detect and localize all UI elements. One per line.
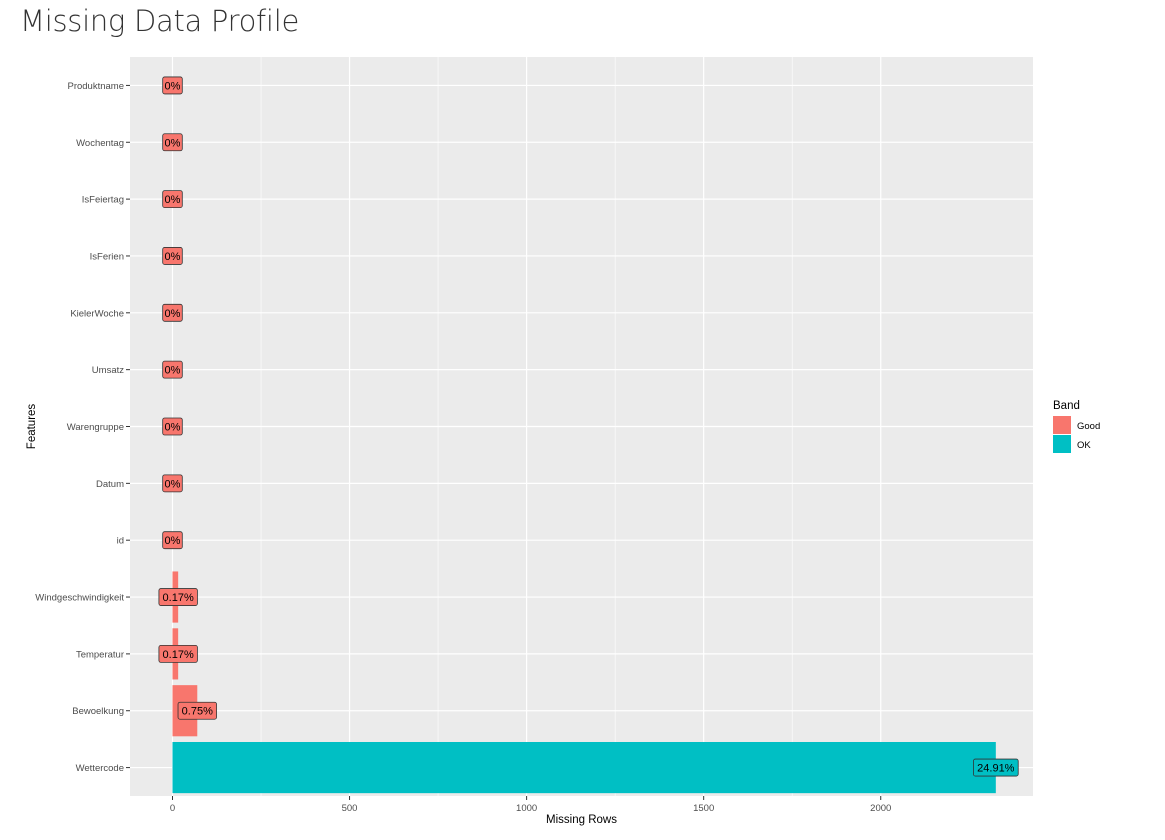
y-tick-label: Windgeschwindigkeit [35, 593, 124, 604]
y-axis-ticks: Produktname Wochentag IsFeiertag IsFerien Ki… [35, 81, 130, 774]
y-tick-label: Bewoelkung [72, 706, 124, 717]
y-tick-label: IsFeiertag [82, 195, 124, 206]
data-label-text: 24.91% [977, 763, 1015, 775]
y-tick-label: Produktname [67, 81, 124, 92]
data-label: 0% [162, 360, 183, 379]
legend-item: OK [1053, 435, 1091, 453]
y-tick-label: IsFerien [90, 251, 124, 262]
data-label-text: 0.17% [163, 649, 194, 661]
data-label-box [162, 360, 183, 379]
data-label-text: 0.75% [182, 706, 213, 718]
x-tick-label: 0 [170, 803, 175, 814]
data-label-text: 0% [165, 478, 181, 490]
bars [172, 571, 996, 794]
y-tick-label: Wochentag [76, 138, 124, 149]
y-tick-label: Temperatur [76, 649, 124, 660]
x-axis-ticks: 0 500 1000 1500 2000 [170, 796, 891, 814]
plot-panel [130, 57, 1033, 796]
data-label-text: 0% [165, 365, 181, 377]
data-label: 0% [162, 531, 183, 550]
legend-item: Good [1053, 416, 1100, 434]
data-label: 0% [162, 474, 183, 493]
data-label-box [158, 588, 198, 606]
y-tick-label: Warengruppe [67, 422, 124, 433]
y-tick-label: KielerWoche [70, 308, 124, 319]
x-tick-label: 500 [342, 803, 358, 814]
y-tick-label: Umsatz [92, 365, 124, 376]
data-label: 0% [162, 133, 183, 152]
legend-title: Band [1053, 400, 1080, 412]
data-label: 0% [162, 303, 183, 322]
data-label: 0.17% [158, 644, 198, 663]
data-label-box [162, 303, 183, 322]
y-tick-label: id [117, 536, 124, 547]
data-label: 0.75% [177, 701, 217, 720]
data-label-box [158, 644, 198, 663]
data-label-box [162, 417, 183, 436]
bar [172, 741, 996, 794]
data-label: 0% [162, 190, 183, 209]
x-tick-label: 1000 [516, 803, 537, 814]
data-label-text: 0% [165, 422, 181, 434]
y-tick-label: Datum [96, 479, 124, 490]
x-axis-title: Missing Rows [546, 814, 617, 826]
legend-key [1053, 435, 1071, 453]
data-label: 0% [162, 417, 183, 436]
data-label-text: 0% [165, 80, 181, 92]
legend: Band Good OK [1053, 400, 1100, 453]
legend-key [1053, 416, 1071, 434]
data-label-text: 0% [165, 308, 181, 320]
legend-label: Good [1077, 421, 1100, 432]
data-label-text: 0% [165, 251, 181, 263]
data-label-text: 0% [165, 194, 181, 206]
y-tick-label: Wettercode [76, 763, 124, 774]
y-axis-title: Features [26, 404, 38, 450]
data-label-box [177, 701, 217, 720]
data-label-box [162, 531, 183, 550]
data-label-text: 0.17% [163, 592, 194, 604]
x-tick-label: 2000 [870, 803, 891, 814]
data-label: 0% [162, 76, 183, 95]
data-labels: 0% 0% 0% 0% 0% 0% 0% 0% 0% 0.17% 0.17% 0.75% 24.91% [158, 76, 1019, 777]
data-label-box [162, 133, 183, 152]
data-label: 0% [162, 247, 183, 265]
data-label-box [973, 758, 1019, 777]
data-label: 24.91% [973, 758, 1019, 777]
data-label-text: 0% [165, 137, 181, 149]
data-label-box [162, 76, 183, 95]
legend-label: OK [1077, 440, 1091, 451]
page-title: Missing Data Profile [20, 4, 299, 38]
data-label-box [162, 474, 183, 493]
x-tick-label: 1500 [693, 803, 714, 814]
data-label-text: 0% [165, 535, 181, 547]
data-label-box [162, 247, 183, 265]
data-label: 0.17% [158, 588, 198, 606]
data-label-box [162, 190, 183, 209]
